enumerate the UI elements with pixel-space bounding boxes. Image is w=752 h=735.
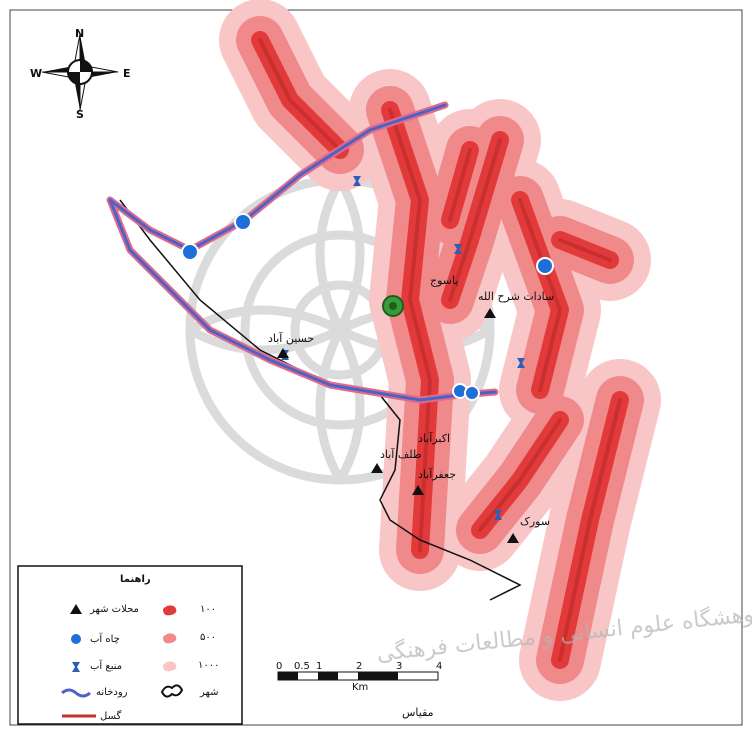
scale-tick: 2 bbox=[356, 661, 362, 672]
scale-tick: 0 bbox=[276, 661, 282, 672]
spring-icon bbox=[454, 244, 462, 254]
legend-neighborhoods: محلات شهر bbox=[89, 604, 139, 615]
buffer-100-icon bbox=[163, 605, 177, 616]
compass-north: N bbox=[75, 27, 84, 40]
compass-south: S bbox=[76, 108, 84, 121]
buffer-500-icon bbox=[163, 633, 177, 644]
legend-title: راهنما bbox=[120, 574, 151, 585]
scale-unit: Km bbox=[352, 682, 368, 693]
legend-well: چاه آب bbox=[90, 632, 120, 645]
well-icon bbox=[69, 632, 83, 646]
compass-west: W bbox=[30, 67, 42, 80]
city-boundary bbox=[119, 199, 522, 601]
well-icon bbox=[181, 243, 199, 261]
neighborhood-icon bbox=[507, 533, 519, 543]
legend-buf500: ۵۰۰ bbox=[200, 632, 216, 643]
river-icon bbox=[61, 688, 91, 698]
legend: راهنما محلات شهر چاه آب منبع آب رودخانه … bbox=[17, 565, 243, 725]
legend-buf1000: ۱۰۰۰ bbox=[198, 660, 219, 671]
label-jafar-abad: جعفرآباد bbox=[418, 467, 456, 481]
legend-city: شهر bbox=[199, 687, 219, 698]
legend-river: رودخانه bbox=[96, 687, 128, 698]
buffer-1000-icon bbox=[163, 661, 177, 672]
yasuj-city-marker bbox=[382, 295, 404, 317]
scale-title: مقیاس bbox=[402, 706, 434, 719]
scale-bar: 0 0.5 1 2 3 4 Km bbox=[276, 661, 442, 693]
scale-tick: 1 bbox=[316, 661, 322, 672]
wells bbox=[181, 213, 554, 401]
well-icon bbox=[536, 257, 554, 275]
fault-buffers bbox=[219, 0, 661, 701]
legend-spring: منبع آب bbox=[90, 659, 122, 672]
label-sadat: سادات شرح الله bbox=[478, 290, 554, 303]
spring-icon bbox=[72, 662, 80, 672]
neighborhood-icon bbox=[70, 604, 82, 614]
label-hossein-abad: حسین آباد bbox=[268, 331, 314, 345]
label-sourak: سورک bbox=[520, 515, 550, 528]
label-akbar-abad: اکبرآباد bbox=[418, 431, 450, 445]
neighborhood-icon bbox=[484, 308, 496, 318]
neighborhood-icon bbox=[277, 348, 289, 358]
spring-icon bbox=[494, 510, 502, 520]
legend-buf100: ۱۰۰ bbox=[200, 604, 216, 615]
scale-tick: 4 bbox=[436, 661, 442, 672]
neighborhoods bbox=[277, 308, 519, 543]
label-talaf-abad: طلف آباد bbox=[380, 447, 422, 461]
spring-icon bbox=[517, 358, 525, 368]
neighborhood-icon bbox=[371, 463, 383, 473]
scale-tick: 0.5 bbox=[294, 661, 310, 672]
compass-east: E bbox=[123, 67, 131, 80]
well-icon bbox=[234, 213, 252, 231]
label-yasuj: یاسوج bbox=[430, 274, 458, 287]
fault-lines bbox=[258, 38, 622, 662]
scale-tick: 3 bbox=[396, 661, 402, 672]
river bbox=[106, 101, 499, 404]
north-arrow bbox=[41, 33, 119, 111]
well-icon bbox=[464, 385, 480, 401]
spring-icon bbox=[353, 176, 361, 186]
neighborhood-icon bbox=[412, 485, 424, 495]
city-icon bbox=[160, 684, 184, 698]
legend-fault: گسل bbox=[100, 710, 121, 722]
